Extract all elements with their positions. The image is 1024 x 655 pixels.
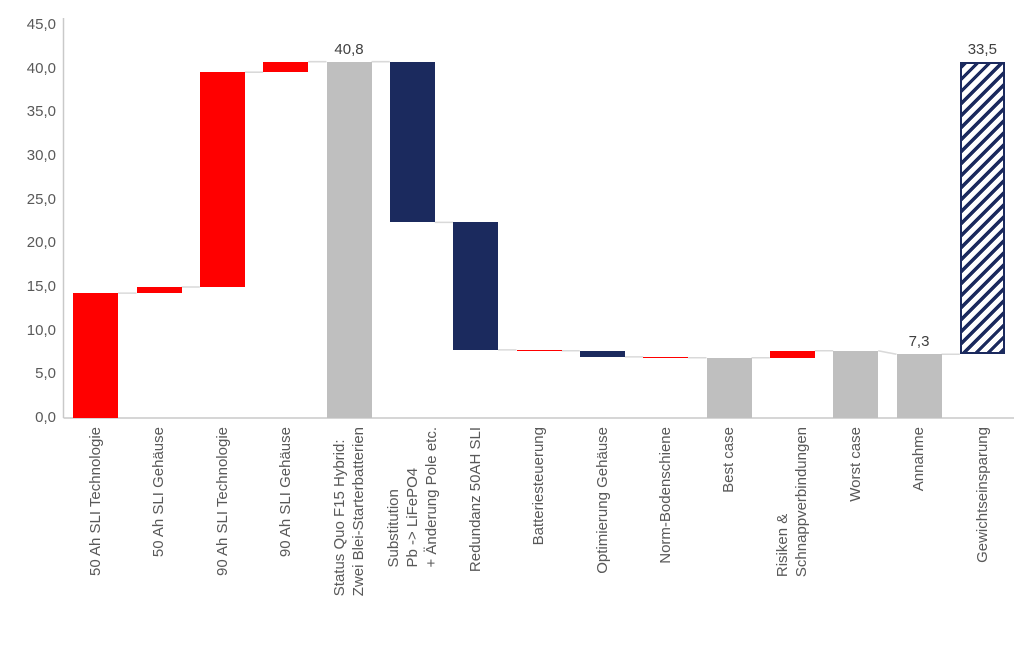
x-category-label-text: Risiken & Schnappverbindungen (774, 427, 811, 578)
x-category-label-text: Batteriesteuerung (530, 427, 548, 546)
y-tick-label: 40,0 (26, 59, 56, 77)
x-category-label-text: 50 Ah SLI Technologie (87, 427, 105, 577)
bar-value-label: 40,8 (334, 40, 364, 58)
x-category-label-text: Gewichtseinsparung (973, 427, 991, 563)
y-tick-label: 10,0 (26, 321, 56, 339)
y-tick-label: 0,0 (35, 409, 56, 426)
x-category-label-text: Status Quo F15 Hybrid: Zwei Blei-Starter… (330, 427, 367, 597)
connector-line (878, 349, 897, 356)
bar-10 (643, 356, 689, 359)
x-category-label-text: Worst case (847, 427, 865, 502)
x-category-label: Status Quo F15 Hybrid: Zwei Blei-Starter… (317, 427, 380, 596)
bar-12 (769, 350, 815, 358)
x-category-label: Redundanz 50AH SLI (444, 427, 507, 572)
bar-7 (453, 222, 499, 350)
bar-3 (199, 72, 245, 287)
bar-2 (136, 287, 182, 294)
x-category-label: Optimierung Gehäuse (571, 427, 634, 574)
x-category-label: Annahme (887, 427, 950, 491)
x-category-label-text: Annahme (910, 427, 928, 492)
y-tick-label: 15,0 (26, 278, 56, 295)
bar-value-label: 7,3 (908, 333, 930, 351)
x-category-label-text: Redundanz 50AH SLI (467, 427, 485, 573)
y-tick-label: 25,0 (26, 190, 56, 208)
y-tick-label: 5,0 (35, 365, 56, 383)
x-category-label-text: 90 Ah SLI Technologie (213, 427, 231, 577)
bar-value-label: 33,5 (967, 40, 997, 58)
y-tick-label: 45,0 (26, 16, 56, 33)
bar-8 (516, 349, 562, 352)
x-category-label: 90 Ah SLI Gehäuse (254, 427, 317, 557)
x-category-label-text: Norm-Bodenschiene (657, 427, 675, 564)
x-category-label: 50 Ah SLI Technologie (64, 427, 127, 576)
x-category-label: 50 Ah SLI Gehäuse (127, 427, 190, 557)
x-category-label: Best case (697, 427, 760, 493)
y-tick-label: 30,0 (26, 147, 56, 164)
bar-11 (706, 357, 752, 418)
y-tick-label: 35,0 (26, 103, 56, 121)
bar-6 (389, 61, 435, 223)
bar-15 (959, 61, 1005, 355)
x-category-label: Worst case (824, 427, 887, 502)
x-category-label: Substitution Pb -> LiFePO4 + Änderung Po… (381, 427, 444, 568)
x-category-label: 90 Ah SLI Technologie (191, 427, 254, 576)
x-category-label-text: Optimierung Gehäuse (593, 427, 611, 574)
x-category-label-text: 50 Ah SLI Gehäuse (150, 427, 168, 558)
bar-14 (896, 354, 942, 418)
bar-5 (326, 61, 372, 418)
x-category-label-text: 90 Ah SLI Gehäuse (277, 427, 295, 558)
bar-4 (263, 61, 309, 73)
x-category-label: Batteriesteuerung (507, 427, 570, 545)
x-category-label: Risiken & Schnappverbindungen (761, 427, 824, 577)
x-category-label-text: Substitution Pb -> LiFePO4 + Änderung Po… (384, 427, 440, 568)
y-tick-label: 20,0 (26, 234, 56, 252)
x-category-label: Gewichtseinsparung (951, 427, 1014, 563)
x-category-label-text: Best case (720, 427, 738, 493)
x-category-label: Norm-Bodenschiene (634, 427, 697, 564)
bar-1 (73, 293, 119, 418)
bar-13 (833, 350, 879, 418)
bar-9 (579, 350, 625, 357)
